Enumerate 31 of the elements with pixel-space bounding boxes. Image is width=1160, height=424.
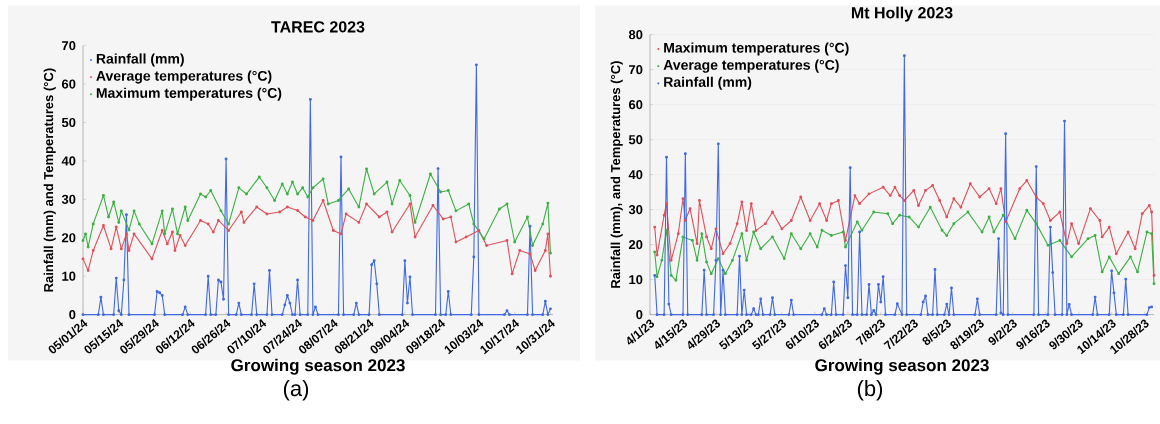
legend-label: Average temperatures (°C) [96, 70, 272, 84]
y-axis-title: Rainfall (mm) and Temperatures (°C) [43, 68, 56, 292]
y-tick-label: 50 [628, 135, 643, 145]
legend-label: Rainfall (mm) [96, 53, 184, 67]
y-tick-label: 20 [628, 240, 643, 250]
y-tick-label: 30 [628, 205, 643, 215]
y-axis-title: Rainfall (mm), and Temperatures (°C) [610, 61, 623, 289]
chart-title: TAREC 2023 [271, 21, 365, 33]
legend-label: Maximum temperatures (°C) [664, 42, 849, 56]
y-tick-label: 60 [61, 79, 76, 89]
legend-label: Maximum temperatures (°C) [96, 87, 282, 101]
legend-label: Average temperatures (°C) [663, 59, 839, 73]
x-axis-title: Growing season 2023 [815, 358, 989, 375]
x-axis-title: Growing season 2023 [231, 358, 405, 375]
y-tick-label: 10 [62, 271, 76, 281]
y-tick-label: 70 [629, 65, 643, 75]
y-tick-label: 0 [69, 310, 76, 320]
y-tick-label: 10 [629, 275, 643, 285]
chart-title: Mt Holly 2023 [851, 6, 953, 22]
legend-label: Rainfall (mm) [664, 76, 752, 90]
y-tick-label: 70 [62, 41, 76, 51]
y-tick-label: 80 [628, 30, 643, 40]
y-tick-label: 40 [628, 170, 643, 180]
y-tick-label: 30 [61, 194, 76, 205]
text: (b) [857, 380, 883, 401]
y-tick-label: 40 [61, 156, 76, 166]
y-tick-label: 60 [628, 100, 643, 110]
y-tick-label: 20 [61, 233, 76, 243]
y-tick-label: 0 [636, 310, 643, 320]
y-tick-label: 50 [61, 118, 76, 128]
text: (a) [283, 380, 309, 401]
